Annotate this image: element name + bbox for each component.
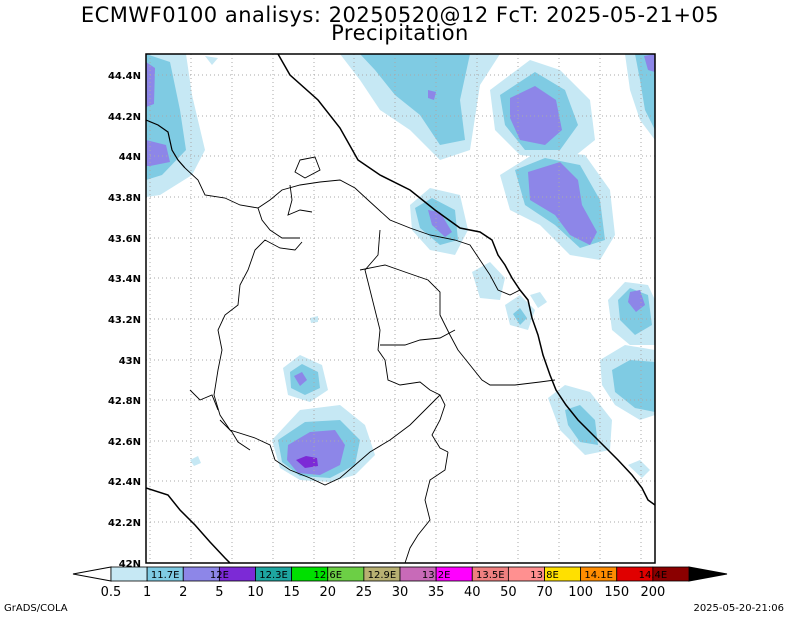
border-west: [189, 389, 219, 411]
precip-corner-ne-mid: [635, 54, 655, 130]
colorbar-left-arrow: [72, 566, 112, 582]
lat-label: 44.2N: [108, 112, 141, 123]
colorbar-lon-label: 13.8E: [530, 570, 559, 581]
precip-east2-mid: [513, 308, 527, 325]
grid-lines: [146, 54, 655, 563]
precip-fields: [146, 54, 655, 482]
precip-east7-light: [628, 460, 650, 478]
colorbar-tick-label: 50: [500, 585, 517, 600]
border-inner1: [359, 264, 556, 386]
precip-top-mid: [360, 54, 470, 145]
colorbar-lon-label: 11.7E: [151, 570, 180, 581]
precip-small-dot2: [190, 456, 201, 466]
footer-left: GrADS/COLA: [4, 603, 68, 614]
colorbar-tick-label: 35: [428, 585, 445, 600]
precip-nw-purple1: [146, 62, 155, 107]
precip-east3-light: [530, 292, 547, 308]
boundaries: [146, 54, 655, 563]
colorbar: 11.7E 12E 12.3E 12.6E 12.9E 13.2E 13.5E 13.8E 14…: [72, 566, 728, 582]
lat-label: 42.2N: [108, 518, 141, 529]
lat-label: 43N: [119, 356, 141, 367]
colorbar-tick-label: 100: [568, 585, 593, 600]
border-tuscany-umbria: [213, 239, 441, 486]
colorbar-right-arrow: [688, 566, 728, 582]
border-lazio-abruzzo: [404, 451, 449, 563]
lat-axis: 44.4N 44.2N 44N 43.8N 43.6N 43.4N 43.2N …: [108, 71, 141, 570]
colorbar-tick-label: 200: [640, 585, 665, 600]
colorbar-tick-label: 2: [179, 585, 187, 600]
map-border: [145, 53, 656, 564]
adriatic-coastline: [277, 54, 655, 506]
precip-corner-ne-purple: [644, 54, 655, 72]
precip-east1-light: [472, 262, 505, 300]
colorbar-lon-label: 12E: [210, 570, 229, 581]
colorbar-tick-label: 40: [464, 585, 481, 600]
chart-subtitle: Precipitation: [331, 21, 469, 45]
precip-central-purple: [294, 372, 307, 386]
precip-ancona-purple: [428, 210, 452, 237]
precip-ne2-purple: [528, 162, 597, 245]
border-inner2: [380, 329, 456, 346]
colorbar-tick-label: 10: [247, 585, 264, 600]
colorbar-tick-label: 20: [319, 585, 336, 600]
coast-sw: [146, 487, 231, 563]
chart-title: ECMWF0100 analisys: 20250520@12 FcT: 202…: [80, 3, 720, 27]
colorbar-tick-label: 25: [356, 585, 373, 600]
precip-top-small: [205, 56, 218, 65]
colorbar-tick-label: 15: [283, 585, 300, 600]
border-north: [294, 156, 321, 179]
border-north2: [287, 184, 313, 216]
lat-label: 43.8N: [108, 193, 141, 204]
region-borders: [184, 167, 521, 296]
colorbar-lon-label: 12.6E: [313, 570, 342, 581]
colorbar-lon-label: 12.3E: [259, 570, 288, 581]
colorbar-tick-label: 30: [392, 585, 409, 600]
lat-label: 42.8N: [108, 396, 141, 407]
colorbar-tick-label: 0.5: [101, 585, 122, 600]
colorbar-lon-label: 13.5E: [476, 570, 505, 581]
precip-nw-purple2: [146, 140, 170, 166]
colorbar-tick-label: 5: [215, 585, 223, 600]
border-north3: [257, 207, 300, 239]
lat-label: 42N: [119, 559, 141, 570]
lat-label: 42.4N: [108, 477, 141, 488]
border-umbria-marche: [364, 229, 449, 453]
coast-nw: [146, 119, 186, 169]
precip-east5-mid: [612, 360, 655, 412]
colorbar-lon-label: 13.2E: [422, 570, 451, 581]
lat-label: 44N: [119, 152, 141, 163]
colorbar-ticks: 0.5 1 2 5 10 15 20 25 30 35 40 50 70 100 150 200: [101, 585, 666, 600]
footer-right: 2025-05-20-21:06: [693, 603, 784, 614]
lat-label: 43.6N: [108, 234, 141, 245]
lat-label: 42.6N: [108, 437, 141, 448]
colorbar-tick-label: 1: [143, 585, 151, 600]
precip-ne1-purple: [510, 86, 562, 145]
precip-south-dark: [296, 456, 318, 468]
colorbar-lon-label: 14.1E: [584, 570, 613, 581]
colorbar-swatch: [110, 566, 148, 582]
lat-label: 43.2N: [108, 315, 141, 326]
colorbar-lon-label: 12.9E: [368, 570, 397, 581]
lat-label: 44.4N: [108, 71, 141, 82]
precip-top-purple: [428, 90, 436, 100]
precip-east4-mid: [618, 288, 652, 335]
colorbar-swatch: [652, 566, 690, 582]
border-south-w: [219, 419, 251, 451]
colorbar-tick-label: 150: [604, 585, 629, 600]
colorbar-lon-label: 14.4E: [639, 570, 668, 581]
lat-label: 43.4N: [108, 274, 141, 285]
colorbar-tick-label: 70: [536, 585, 553, 600]
